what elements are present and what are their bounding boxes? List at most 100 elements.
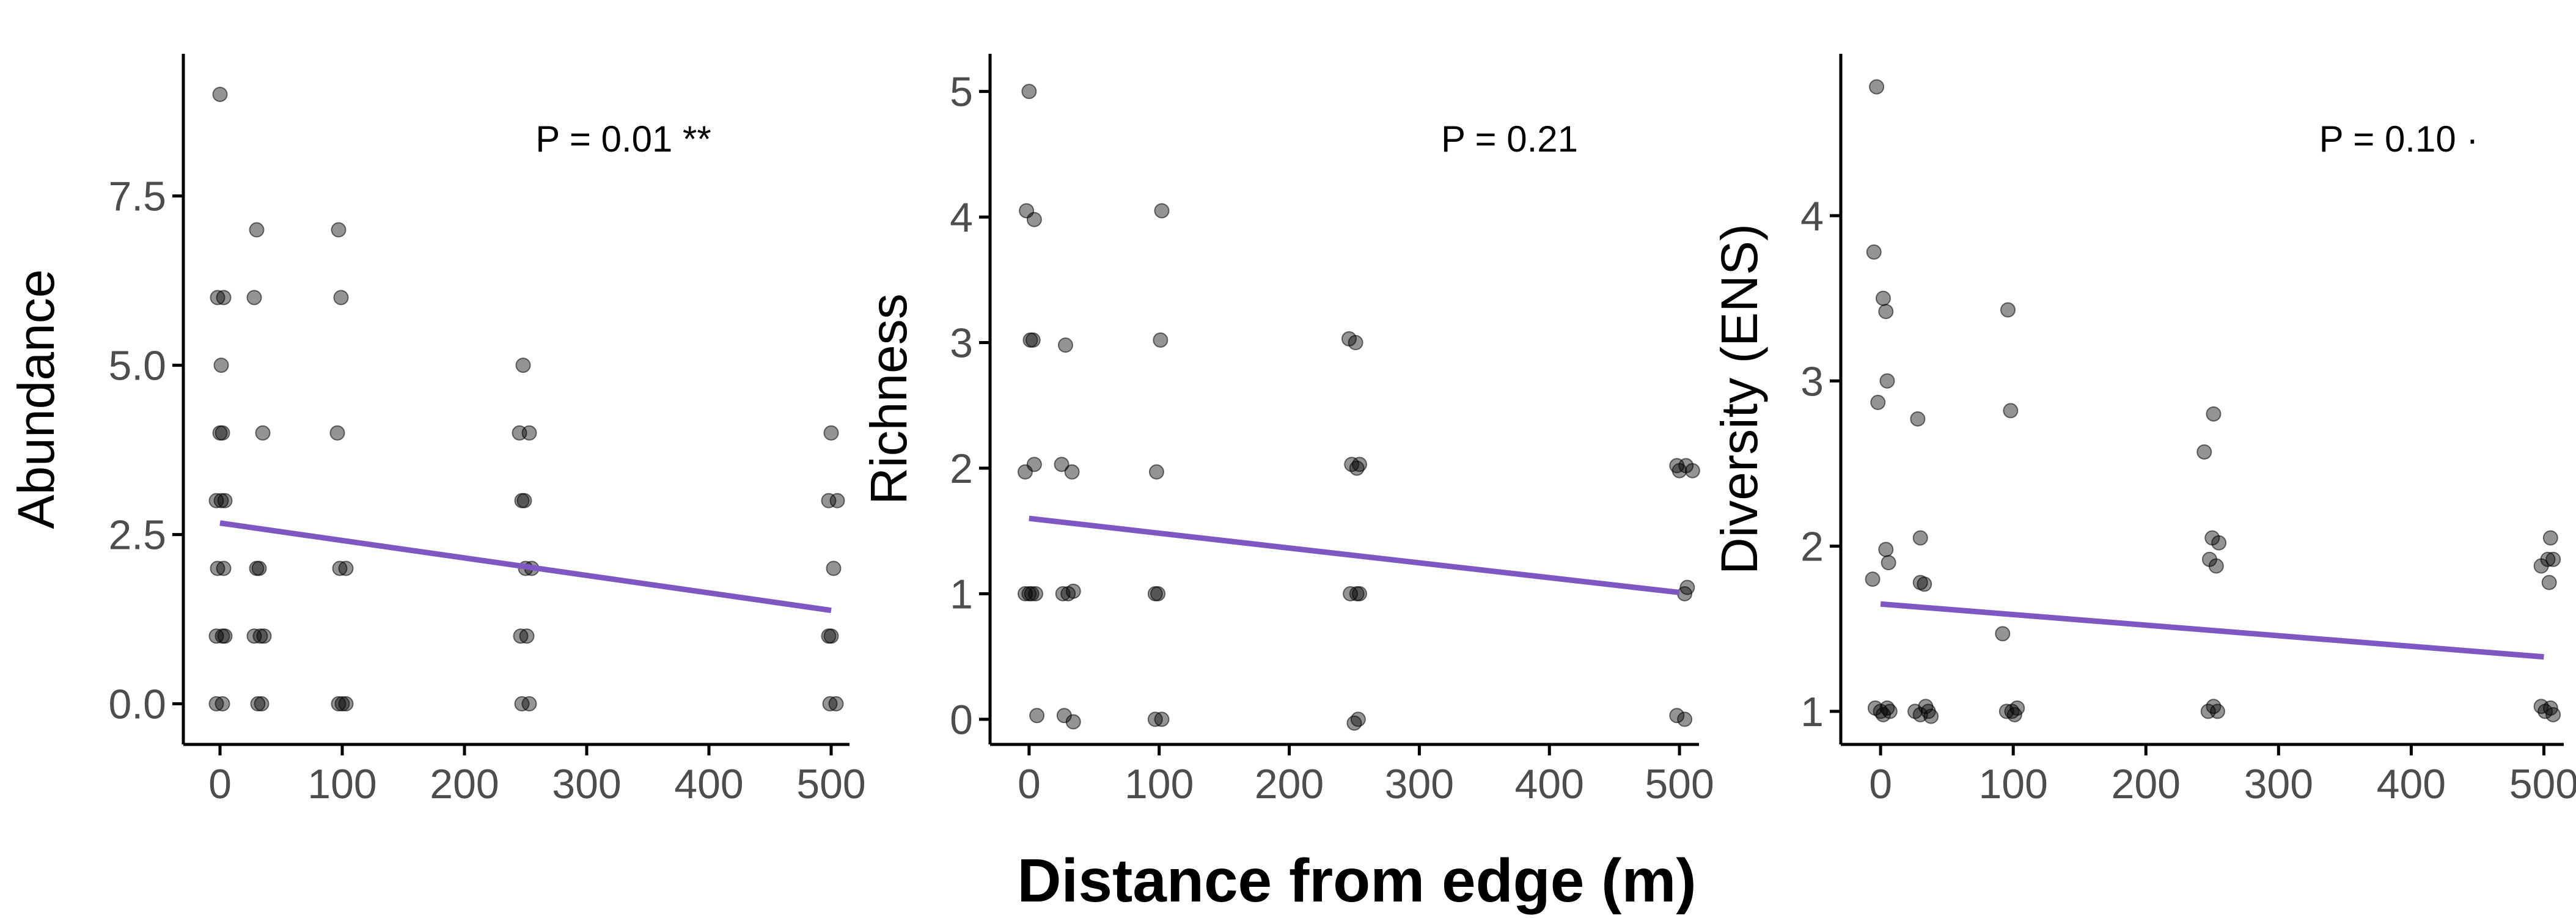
data-point	[1671, 463, 1687, 479]
data-point	[1065, 583, 1081, 599]
data-point	[1881, 555, 1896, 571]
y-axis-title: Abundance	[7, 269, 65, 529]
data-point	[252, 628, 268, 644]
data-point	[1878, 542, 1894, 557]
y-tick-label: 2	[1800, 524, 1824, 570]
x-tick-label: 200	[2112, 761, 2181, 807]
data-point	[2541, 575, 2557, 590]
data-point	[1684, 463, 1700, 479]
trend-line	[219, 520, 832, 614]
x-tick-label: 0	[1869, 761, 1892, 807]
x-tick-label: 200	[430, 761, 499, 807]
shared-x-axis-label: Distance from edge (m)	[1017, 846, 1696, 915]
data-point	[1351, 457, 1367, 472]
y-tick-label: 7.5	[108, 174, 166, 220]
y-tick-label: 3	[950, 320, 973, 367]
data-point	[213, 358, 229, 373]
data-point	[2545, 707, 2561, 722]
data-point	[329, 425, 345, 441]
x-tick-label: 0	[208, 761, 232, 807]
y-tick-label: 2.5	[108, 512, 166, 559]
data-point	[1879, 373, 1895, 389]
data-point	[1054, 457, 1070, 472]
scatter-panel-3: 1 2 3 4 0 100 200 300 400 500 Diversity (ENS) P = 0…	[1711, 54, 2576, 807]
data-point	[1870, 394, 1886, 410]
data-point	[2545, 551, 2561, 567]
data-point	[333, 290, 349, 306]
data-point	[519, 628, 535, 644]
y-tick-label: 1	[950, 571, 973, 617]
y-tick-label: 3	[1800, 358, 1824, 405]
p-value-annotation: P = 0.21	[1441, 119, 1578, 160]
y-tick-label: 0	[950, 697, 973, 743]
y-tick-label: 1	[1800, 689, 1824, 735]
y-tick-label: 4	[1800, 193, 1824, 240]
x-tick-label: 300	[552, 761, 621, 807]
p-value-annotation: P = 0.10 ·	[2319, 119, 2479, 160]
data-point	[823, 628, 839, 644]
data-point	[1866, 244, 1882, 260]
data-point	[516, 493, 532, 509]
data-point	[246, 290, 262, 306]
y-tick-label: 0.0	[108, 681, 166, 728]
data-point	[254, 696, 270, 712]
data-point	[1869, 79, 1885, 95]
data-point	[1677, 586, 1693, 601]
data-point	[1026, 211, 1042, 227]
data-point	[826, 560, 842, 576]
data-point	[2533, 558, 2549, 574]
data-point	[822, 696, 838, 712]
x-tick-label: 500	[2509, 761, 2576, 807]
x-tick-label: 300	[1385, 761, 1454, 807]
data-point	[1995, 626, 2011, 642]
data-point	[1024, 586, 1040, 601]
data-point	[1025, 332, 1041, 348]
data-point	[1021, 84, 1037, 100]
scatter-panel-2: 0 1 2 3 4 5 0 100 200 300 400 500 Richness P = 0.21	[860, 54, 1714, 807]
p-value-annotation: P = 0.01 **	[535, 119, 711, 160]
x-tick-label: 400	[1514, 761, 1583, 807]
x-tick-label: 100	[1978, 761, 2047, 807]
data-point	[1153, 332, 1169, 348]
x-tick-label: 500	[796, 761, 865, 807]
data-point	[338, 696, 354, 712]
data-point	[513, 628, 529, 644]
y-tick-label: 5	[950, 69, 973, 116]
x-tick-label: 400	[2377, 761, 2446, 807]
x-tick-label: 100	[1125, 761, 1194, 807]
x-tick-label: 100	[307, 761, 376, 807]
data-point	[334, 696, 350, 712]
data-point	[256, 628, 272, 644]
y-axis-title: Richness	[860, 293, 917, 504]
data-point	[210, 560, 226, 576]
data-point	[251, 560, 267, 576]
data-point	[1029, 708, 1045, 724]
data-point	[1351, 586, 1367, 601]
data-point	[1065, 714, 1081, 730]
data-point	[216, 290, 232, 306]
data-point	[212, 425, 228, 441]
data-point	[1154, 711, 1170, 727]
data-point	[1912, 530, 1928, 546]
data-point	[829, 493, 845, 509]
data-point	[1677, 711, 1693, 727]
data-point	[1669, 708, 1685, 724]
data-point	[1350, 711, 1366, 727]
data-point	[210, 290, 226, 306]
data-point	[1865, 571, 1881, 587]
data-point	[249, 222, 265, 238]
y-tick-label: 4	[950, 194, 973, 241]
data-point	[2196, 444, 2212, 460]
data-point	[1348, 335, 1363, 351]
data-point	[250, 696, 266, 712]
data-point	[1917, 576, 1932, 592]
data-point	[1150, 586, 1166, 601]
data-point	[2009, 700, 2025, 716]
data-point	[823, 425, 839, 441]
data-point	[2003, 403, 2019, 419]
data-point	[521, 425, 537, 441]
data-point	[1923, 708, 1939, 724]
data-point	[2208, 558, 2224, 574]
